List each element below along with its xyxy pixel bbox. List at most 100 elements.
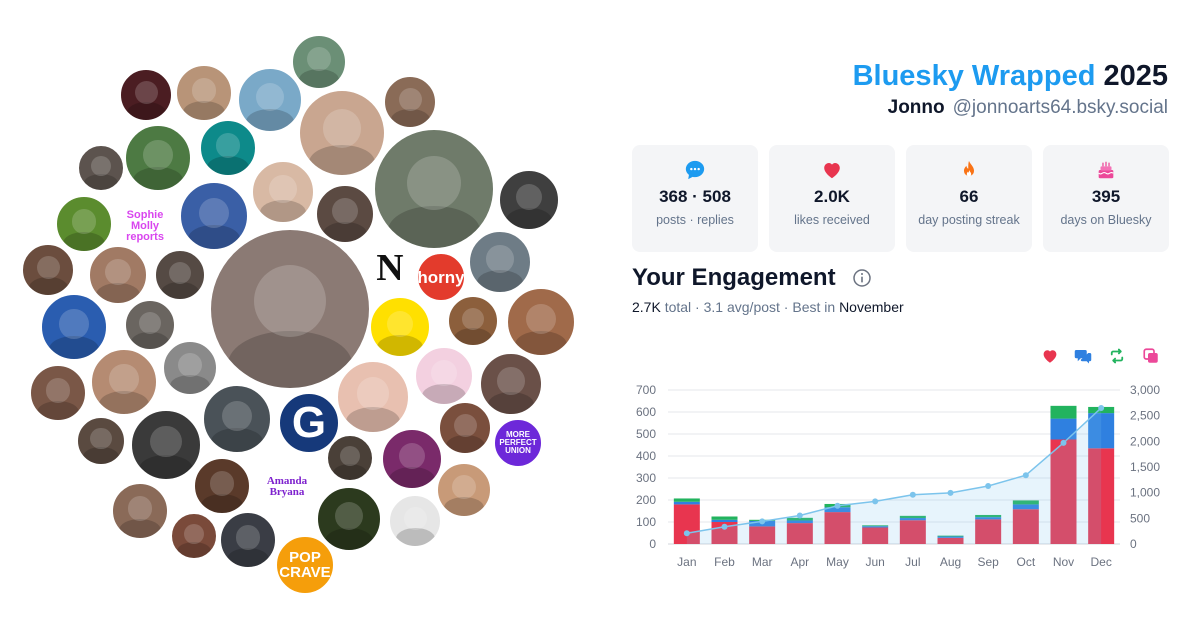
account-logo: MORE PERFECT UNION	[493, 418, 543, 468]
avatar	[193, 457, 251, 515]
avatar	[316, 486, 382, 552]
info-icon[interactable]	[852, 268, 872, 288]
repost-icon[interactable]	[1108, 347, 1126, 365]
account-logo: POP CRAVE	[275, 535, 335, 595]
account-logo-label: G	[291, 398, 327, 447]
x-tick-label: May	[826, 555, 849, 569]
cumulative-point	[909, 491, 916, 498]
bar-segment	[899, 518, 926, 521]
avatar	[436, 462, 492, 518]
avatar	[498, 169, 560, 231]
bar-segment	[786, 520, 813, 524]
bar-segment	[1088, 413, 1115, 449]
cumulative-point	[947, 489, 954, 496]
y-tick-label: 0	[649, 537, 656, 551]
bar-segment	[1012, 500, 1039, 505]
cumulative-point	[796, 512, 803, 519]
stat-label: day posting streak	[918, 213, 1020, 227]
bar-segment	[824, 507, 851, 513]
avatar	[447, 295, 499, 347]
avatar	[383, 75, 437, 129]
y-tick-label: 400	[636, 449, 656, 463]
x-tick-label: Nov	[1053, 555, 1074, 569]
bar-segment	[975, 519, 1002, 544]
engagement-title: Your Engagement	[632, 264, 836, 291]
bar-segment	[749, 526, 776, 544]
avatar	[298, 89, 386, 177]
stat-label: days on Bluesky	[1060, 213, 1152, 227]
avatar	[291, 34, 347, 90]
bar-segment	[673, 501, 700, 505]
cumulative-point	[683, 530, 690, 537]
avatar	[55, 195, 113, 253]
y-tick-label: 500	[636, 427, 656, 441]
heart-icon[interactable]	[1041, 347, 1059, 365]
user-line: Jonno @jonnoarts64.bsky.social	[888, 97, 1168, 119]
y2-tick-label: 1,500	[1130, 460, 1160, 474]
bar-segment	[711, 519, 738, 522]
account-logo-label: Amanda Bryana	[266, 475, 308, 498]
avatar	[179, 181, 249, 251]
bar-segment	[673, 504, 700, 544]
avatar	[88, 245, 148, 305]
avatar	[326, 434, 374, 482]
avatar	[315, 184, 375, 244]
x-tick-label: Feb	[714, 555, 735, 569]
account-logo-label: POP CRAVE	[279, 549, 331, 581]
bar-segment	[1050, 439, 1077, 544]
avatar	[438, 401, 492, 455]
bar-segment	[975, 514, 1002, 518]
avatar	[77, 144, 125, 192]
avatar	[90, 348, 158, 416]
avatar	[202, 384, 272, 454]
x-tick-label: Jul	[905, 555, 920, 569]
quote-icon[interactable]	[1142, 347, 1160, 365]
avatar	[119, 68, 173, 122]
avatar	[76, 416, 126, 466]
stat-card-posts: 368 · 508 posts · replies	[632, 145, 758, 252]
x-tick-label: Jun	[865, 555, 884, 569]
stat-label: likes received	[794, 213, 870, 227]
y-tick-label: 700	[636, 383, 656, 397]
y2-tick-label: 2,500	[1130, 409, 1160, 423]
stat-value: 395	[1091, 187, 1121, 206]
bar-segment	[1012, 509, 1039, 544]
bar-segment	[1088, 448, 1115, 544]
avatar	[468, 230, 532, 294]
engagement-summary: 2.7K total · 3.1 avg/post · Best in Nove…	[632, 299, 904, 315]
bar-segment	[862, 526, 889, 528]
x-tick-label: Jan	[677, 555, 696, 569]
avatar	[199, 119, 257, 177]
y2-tick-label: 1,000	[1130, 486, 1160, 500]
engagement-best-prefix: Best in	[792, 299, 836, 315]
avatar	[124, 124, 192, 192]
avatar	[111, 482, 169, 540]
bar-segment	[786, 523, 813, 544]
wrapped-year: 2025	[1103, 60, 1168, 92]
avatar	[237, 67, 303, 133]
account-logo: Sophie Molly reports	[119, 200, 171, 252]
engagement-average: 3.1 avg/post	[703, 299, 780, 315]
flame-icon	[963, 160, 975, 177]
avatar	[21, 243, 75, 297]
engagement-best-month: November	[839, 299, 904, 315]
reply-icon[interactable]	[1074, 347, 1092, 365]
avatar	[388, 494, 442, 548]
page-title: Bluesky Wrapped 2025	[853, 60, 1168, 93]
avatar	[479, 352, 543, 416]
x-tick-label: Mar	[752, 555, 773, 569]
bar-segment	[824, 512, 851, 544]
cumulative-point	[985, 482, 992, 489]
account-logo: N	[370, 248, 410, 288]
heart-icon	[824, 162, 840, 179]
stat-card-likes: 2.0K likes received	[769, 145, 895, 252]
avatar	[373, 128, 495, 250]
avatar	[40, 293, 108, 361]
bar-segment	[711, 516, 738, 520]
bar-segment	[862, 525, 889, 527]
avatar	[219, 511, 277, 569]
account-logo-label: Sophie Molly reports	[126, 208, 164, 243]
y-tick-label: 600	[636, 405, 656, 419]
avatar	[124, 299, 176, 351]
